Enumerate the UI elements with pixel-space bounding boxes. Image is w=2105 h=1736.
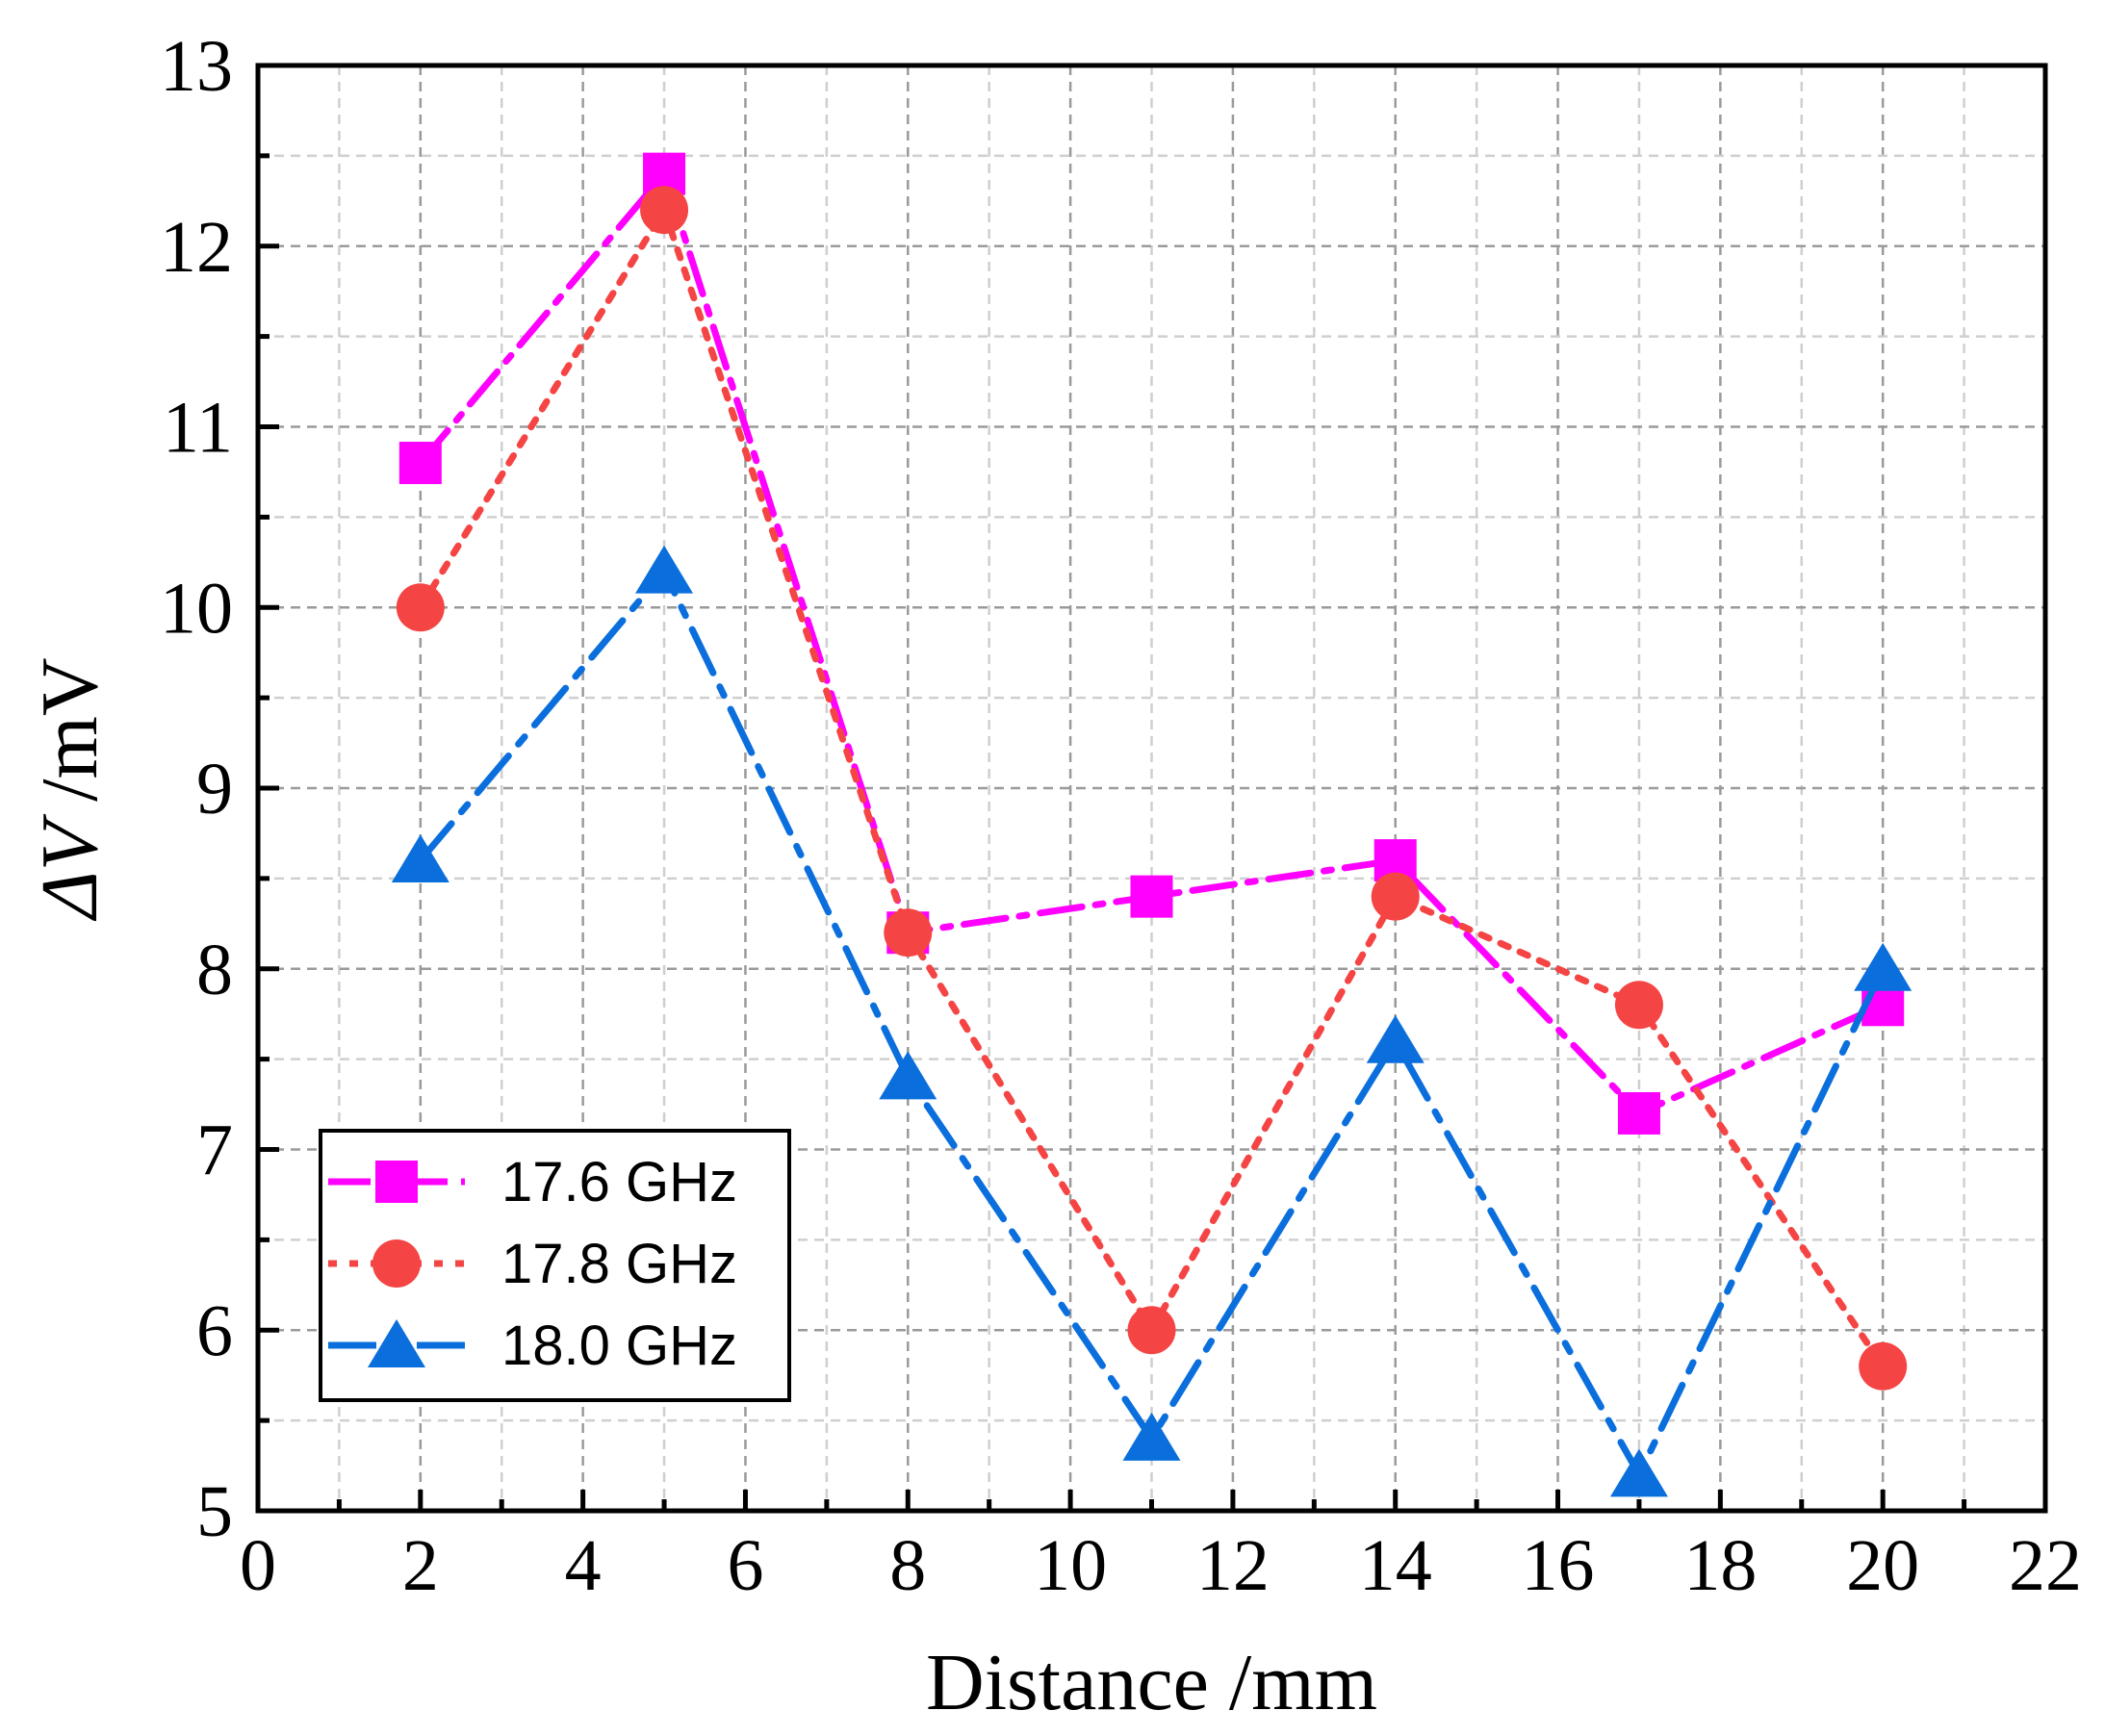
tick-labels: 0 2 4 6 8 10 12 14 16 18 20 22 5 6 7 8 9 10 11 12 13 (160, 26, 2082, 1606)
data-point-circle (1127, 1306, 1176, 1355)
axis-ticks (255, 63, 2048, 1514)
x-tick-label: 22 (2009, 1525, 2082, 1606)
data-point-square (1130, 875, 1173, 918)
legend-marker-square (375, 1161, 418, 1203)
x-tick-label: 16 (1522, 1525, 1595, 1606)
x-tick-label: 12 (1196, 1525, 1270, 1606)
legend-item: 18.0 GHz (328, 1315, 737, 1377)
legend-item: 17.6 GHz (328, 1151, 737, 1213)
y-tick-label: 11 (163, 388, 233, 469)
legend-label: 18.0 GHz (501, 1315, 737, 1377)
legend-label: 17.8 GHz (501, 1233, 737, 1295)
x-tick-label: 20 (1846, 1525, 1919, 1606)
series-layer (391, 152, 1912, 1497)
y-tick-label: 10 (160, 568, 233, 649)
data-point-triangle (1366, 1014, 1425, 1063)
x-tick-label: 2 (402, 1525, 439, 1606)
y-tick-label: 8 (196, 930, 233, 1010)
x-tick-label: 10 (1034, 1525, 1107, 1606)
y-tick-label: 9 (196, 749, 233, 830)
legend-item: 17.8 GHz (328, 1233, 737, 1295)
data-point-triangle (1122, 1412, 1181, 1461)
x-tick-label: 4 (565, 1525, 602, 1606)
data-point-circle (396, 583, 445, 632)
data-point-circle (1614, 981, 1663, 1030)
y-axis-title: ΔV /mV (25, 658, 115, 922)
legend-marker-circle (372, 1239, 421, 1288)
y-tick-label: 6 (196, 1290, 233, 1371)
y-tick-label: 13 (160, 26, 233, 107)
x-tick-label: 14 (1359, 1525, 1432, 1606)
x-axis-title: Distance /mm (926, 1638, 1377, 1727)
x-tick-label: 6 (727, 1525, 763, 1606)
data-point-circle (1371, 872, 1420, 921)
data-point-square (398, 442, 442, 485)
legend: 17.6 GHz 17.8 GHz 18.0 GHz (319, 1129, 791, 1402)
series-1 (396, 186, 1908, 1391)
data-point-circle (1859, 1341, 1908, 1391)
y-axis-symbol: ΔV (25, 813, 115, 921)
data-point-triangle (391, 834, 449, 883)
y-tick-label: 12 (160, 207, 233, 288)
series-2 (391, 545, 1912, 1497)
data-point-circle (884, 908, 933, 957)
x-tick-label: 0 (240, 1525, 276, 1606)
x-tick-label: 8 (889, 1525, 926, 1606)
data-point-triangle (1609, 1448, 1668, 1497)
data-point-triangle (1854, 942, 1912, 991)
x-tick-label: 18 (1683, 1525, 1757, 1606)
data-point-triangle (879, 1051, 937, 1100)
y-axis-unit: /mV (25, 658, 115, 822)
legend-label: 17.6 GHz (501, 1151, 737, 1213)
data-point-square (1617, 1091, 1660, 1135)
legend-marker-triangle (368, 1319, 425, 1367)
y-tick-label: 5 (196, 1471, 233, 1552)
data-point-circle (640, 186, 689, 235)
y-tick-label: 7 (196, 1111, 233, 1191)
data-point-triangle (635, 545, 694, 594)
